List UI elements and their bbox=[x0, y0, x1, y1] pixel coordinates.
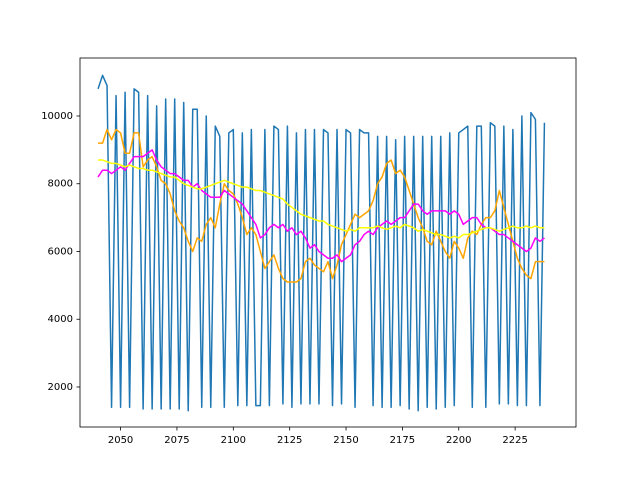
y-tick-label: 2000 bbox=[48, 382, 73, 393]
series-line bbox=[97, 149, 545, 263]
series-line bbox=[98, 159, 545, 239]
x-tick-label: 2150 bbox=[333, 435, 358, 446]
y-tick-label: 4000 bbox=[48, 314, 73, 325]
y-tick-label: 6000 bbox=[48, 246, 73, 257]
x-tick-label: 2125 bbox=[277, 435, 302, 446]
y-tick-label: 8000 bbox=[48, 179, 73, 190]
axes-frame bbox=[79, 57, 577, 428]
x-tick-label: 2175 bbox=[390, 435, 415, 446]
series-line bbox=[98, 128, 545, 283]
x-tick-label: 2200 bbox=[446, 435, 471, 446]
plot-area bbox=[80, 58, 576, 427]
y-tick-label: 10000 bbox=[41, 111, 73, 122]
series-line bbox=[97, 74, 546, 412]
x-tick-label: 2075 bbox=[164, 435, 189, 446]
x-tick-label: 2100 bbox=[221, 435, 246, 446]
x-tick-label: 2225 bbox=[502, 435, 527, 446]
x-tick-label: 2050 bbox=[108, 435, 133, 446]
